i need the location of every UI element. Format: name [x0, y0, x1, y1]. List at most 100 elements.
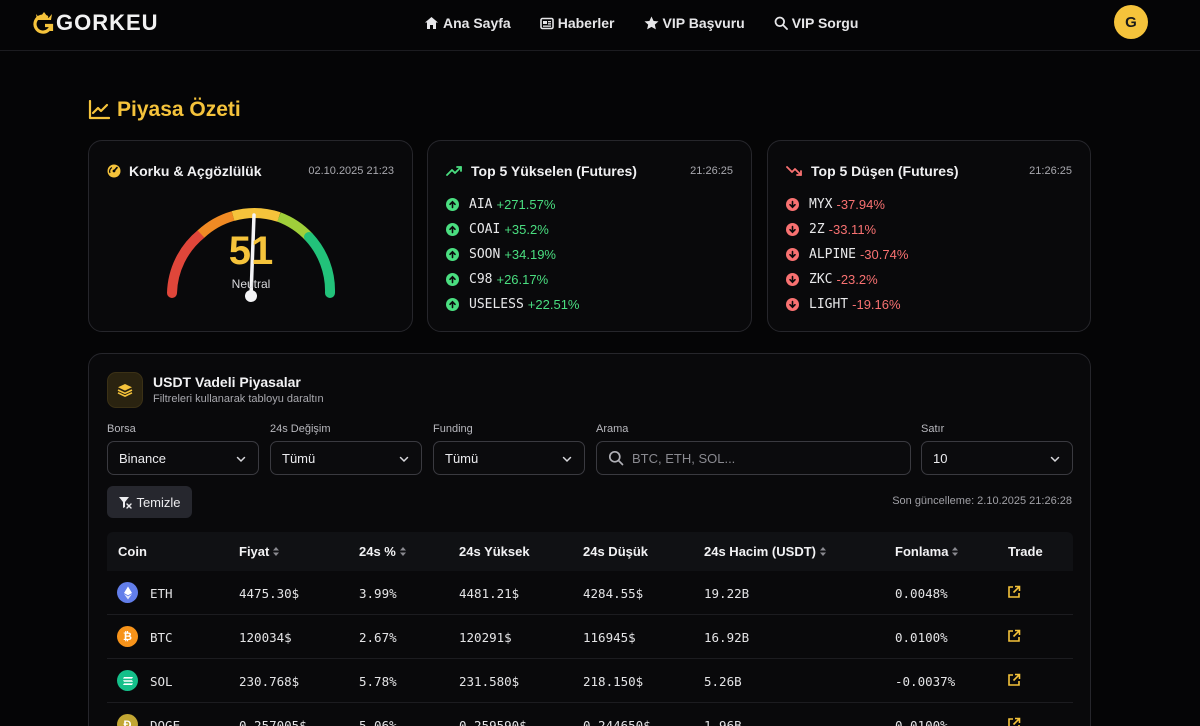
coin-symbol: BTC: [150, 630, 173, 645]
newspaper-icon: [539, 17, 554, 29]
rows-select-value: 10: [933, 450, 948, 466]
nav-news[interactable]: Haberler: [539, 14, 615, 32]
gainer-symbol: COAI: [469, 222, 501, 237]
arrow-up-circle-icon: [446, 198, 459, 211]
btc-icon: ₿: [117, 626, 138, 647]
nav-vip-apply[interactable]: VIP Başvuru: [644, 14, 745, 32]
coin-change: 2.67%: [359, 630, 397, 645]
brand-name: GORKEU: [56, 10, 159, 35]
fear-greed-value: 51: [228, 229, 274, 273]
col-funding[interactable]: Fonlama: [895, 544, 959, 559]
gainer-item[interactable]: AIA +271.57%: [446, 192, 579, 217]
gainer-item[interactable]: COAI +35.2%: [446, 217, 579, 242]
external-link-icon[interactable]: [1007, 673, 1021, 687]
clear-filters-button[interactable]: Temizle: [107, 486, 192, 518]
eth-icon: [117, 582, 138, 603]
chevron-down-icon: [1050, 456, 1060, 463]
coin-high: 0.259590$: [459, 718, 527, 726]
loser-item[interactable]: MYX -37.94%: [786, 192, 908, 217]
col-low: 24s Düşük: [583, 544, 649, 559]
trending-down-icon: [786, 166, 802, 176]
rows-select[interactable]: 10: [921, 441, 1073, 475]
coin-high: 231.580$: [459, 674, 520, 689]
coin-volume: 19.22B: [704, 586, 750, 601]
table-row[interactable]: ETH 4475.30$ 3.99% 4481.21$ 4284.55$ 19.…: [107, 571, 1073, 615]
gainer-item[interactable]: SOON +34.19%: [446, 242, 579, 267]
loser-change: -30.74%: [859, 247, 909, 262]
brand-logo[interactable]: GORKEU: [33, 10, 159, 36]
col-price[interactable]: Fiyat: [239, 544, 280, 559]
coin-price: 0.257005$: [239, 718, 307, 726]
external-link-icon[interactable]: [1007, 629, 1021, 643]
change-select-value: Tümü: [282, 450, 316, 466]
home-icon: [425, 17, 438, 29]
nav-vip-query[interactable]: VIP Sorgu: [774, 14, 858, 32]
table-row[interactable]: Ð DOGE 0.257005$ 5.06% 0.259590$ 0.24465…: [107, 703, 1073, 726]
loser-change: -33.11%: [828, 222, 877, 237]
coin-low: 4284.55$: [583, 586, 644, 601]
clear-filters-label: Temizle: [136, 494, 181, 510]
external-link-icon[interactable]: [1007, 717, 1021, 726]
search-field[interactable]: [596, 441, 911, 475]
sort-icon: [399, 547, 406, 556]
coin-price: 230.768$: [239, 674, 300, 689]
loser-item[interactable]: ALPINE -30.74%: [786, 242, 908, 267]
fear-greed-gauge: 51 Neutral: [161, 201, 341, 311]
table-row[interactable]: ₿ BTC 120034$ 2.67% 120291$ 116945$ 16.9…: [107, 615, 1073, 659]
external-link-icon[interactable]: [1007, 585, 1021, 599]
loser-change: -19.16%: [852, 297, 901, 312]
loser-change: -37.94%: [836, 197, 885, 212]
gainer-item[interactable]: C98 +26.17%: [446, 267, 579, 292]
col-coin: Coin: [118, 544, 147, 559]
exchange-select-value: Binance: [119, 450, 166, 466]
arrow-up-circle-icon: [446, 248, 459, 261]
loser-item[interactable]: 2Z -33.11%: [786, 217, 908, 242]
gainers-list: AIA +271.57% COAI +35.2% SOON +34.19% C9…: [446, 192, 579, 317]
user-avatar[interactable]: G: [1114, 5, 1148, 39]
coin-low: 0.244650$: [583, 718, 651, 726]
search-icon: [608, 450, 624, 466]
loser-change: -23.2%: [836, 272, 878, 287]
change-filter-label: 24s Değişim: [270, 423, 331, 435]
loser-symbol: 2Z: [809, 222, 825, 237]
gainer-item[interactable]: USELESS +22.51%: [446, 292, 579, 317]
search-icon: [774, 16, 788, 30]
page-title: Piyasa Özeti: [88, 98, 241, 122]
loser-symbol: ALPINE: [809, 247, 856, 262]
gainer-change: +22.51%: [527, 297, 580, 312]
col-change[interactable]: 24s %: [359, 544, 407, 559]
funding-select[interactable]: Tümü: [433, 441, 585, 475]
col-high: 24s Yüksek: [459, 544, 530, 559]
trend-chart-icon: [88, 100, 110, 120]
change-select[interactable]: Tümü: [270, 441, 422, 475]
coin-funding: -0.0037%: [895, 674, 956, 689]
search-input[interactable]: [632, 450, 902, 466]
coin-volume: 5.26B: [704, 674, 742, 689]
chevron-down-icon: [236, 456, 246, 463]
coin-high: 4481.21$: [459, 586, 520, 601]
crown-logo-icon: [33, 10, 55, 36]
market-title: USDT Vadeli Piyasalar: [153, 374, 301, 390]
exchange-filter-label: Borsa: [107, 423, 136, 435]
nav-vip-apply-label: VIP Başvuru: [662, 15, 745, 31]
coin-low: 116945$: [583, 630, 636, 645]
fear-greed-timestamp: 02.10.2025 21:23: [308, 165, 394, 177]
table-row[interactable]: SOL 230.768$ 5.78% 231.580$ 218.150$ 5.2…: [107, 659, 1073, 703]
gainer-symbol: AIA: [469, 197, 493, 212]
exchange-select[interactable]: Binance: [107, 441, 259, 475]
gainer-symbol: SOON: [469, 247, 501, 262]
gainer-change: +271.57%: [496, 197, 556, 212]
arrow-up-circle-icon: [446, 223, 459, 236]
loser-item[interactable]: ZKC -23.2%: [786, 267, 908, 292]
fear-greed-title: Korku & Açgözlülük: [129, 163, 262, 179]
col-trade: Trade: [1008, 544, 1043, 559]
gainers-time: 21:26:25: [690, 165, 733, 177]
coin-funding: 0.0100%: [895, 630, 948, 645]
chevron-down-icon: [562, 456, 572, 463]
coin-change: 3.99%: [359, 586, 397, 601]
col-volume[interactable]: 24s Hacim (USDT): [704, 544, 827, 559]
last-updated: Son güncelleme: 2.10.2025 21:26:28: [892, 495, 1072, 507]
loser-item[interactable]: LIGHT -19.16%: [786, 292, 908, 317]
nav-home[interactable]: Ana Sayfa: [424, 14, 511, 32]
arrow-down-circle-icon: [786, 248, 799, 261]
